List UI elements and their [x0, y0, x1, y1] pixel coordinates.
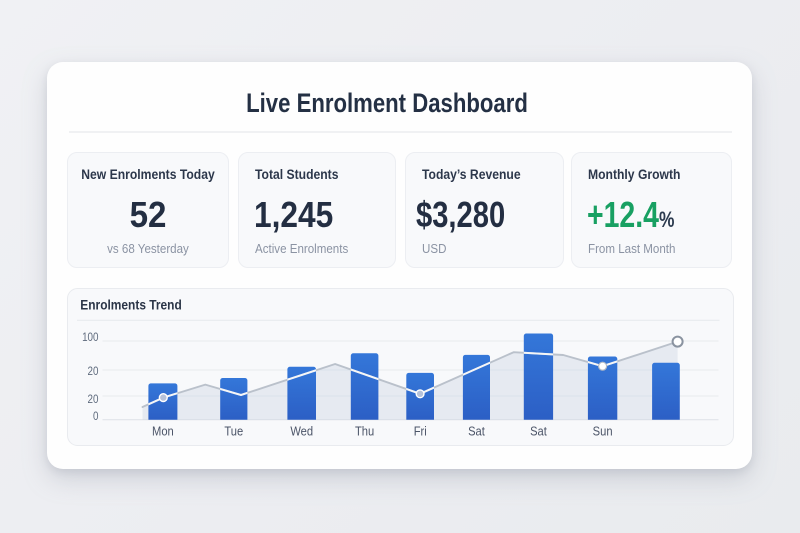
svg-text:Wed: Wed [290, 424, 313, 439]
svg-text:Thu: Thu [355, 424, 374, 439]
svg-text:20: 20 [88, 365, 99, 378]
svg-text:20: 20 [88, 393, 99, 406]
svg-text:Sun: Sun [593, 424, 613, 439]
svg-text:100: 100 [82, 331, 98, 344]
svg-text:Mon: Mon [152, 424, 174, 439]
svg-text:Fri: Fri [414, 424, 427, 439]
svg-text:Sat: Sat [530, 424, 547, 439]
svg-text:Enrolments Trend: Enrolments Trend [80, 297, 181, 313]
svg-text:Sat: Sat [468, 424, 485, 439]
svg-text:Tue: Tue [224, 424, 243, 439]
svg-text:0: 0 [93, 410, 98, 423]
